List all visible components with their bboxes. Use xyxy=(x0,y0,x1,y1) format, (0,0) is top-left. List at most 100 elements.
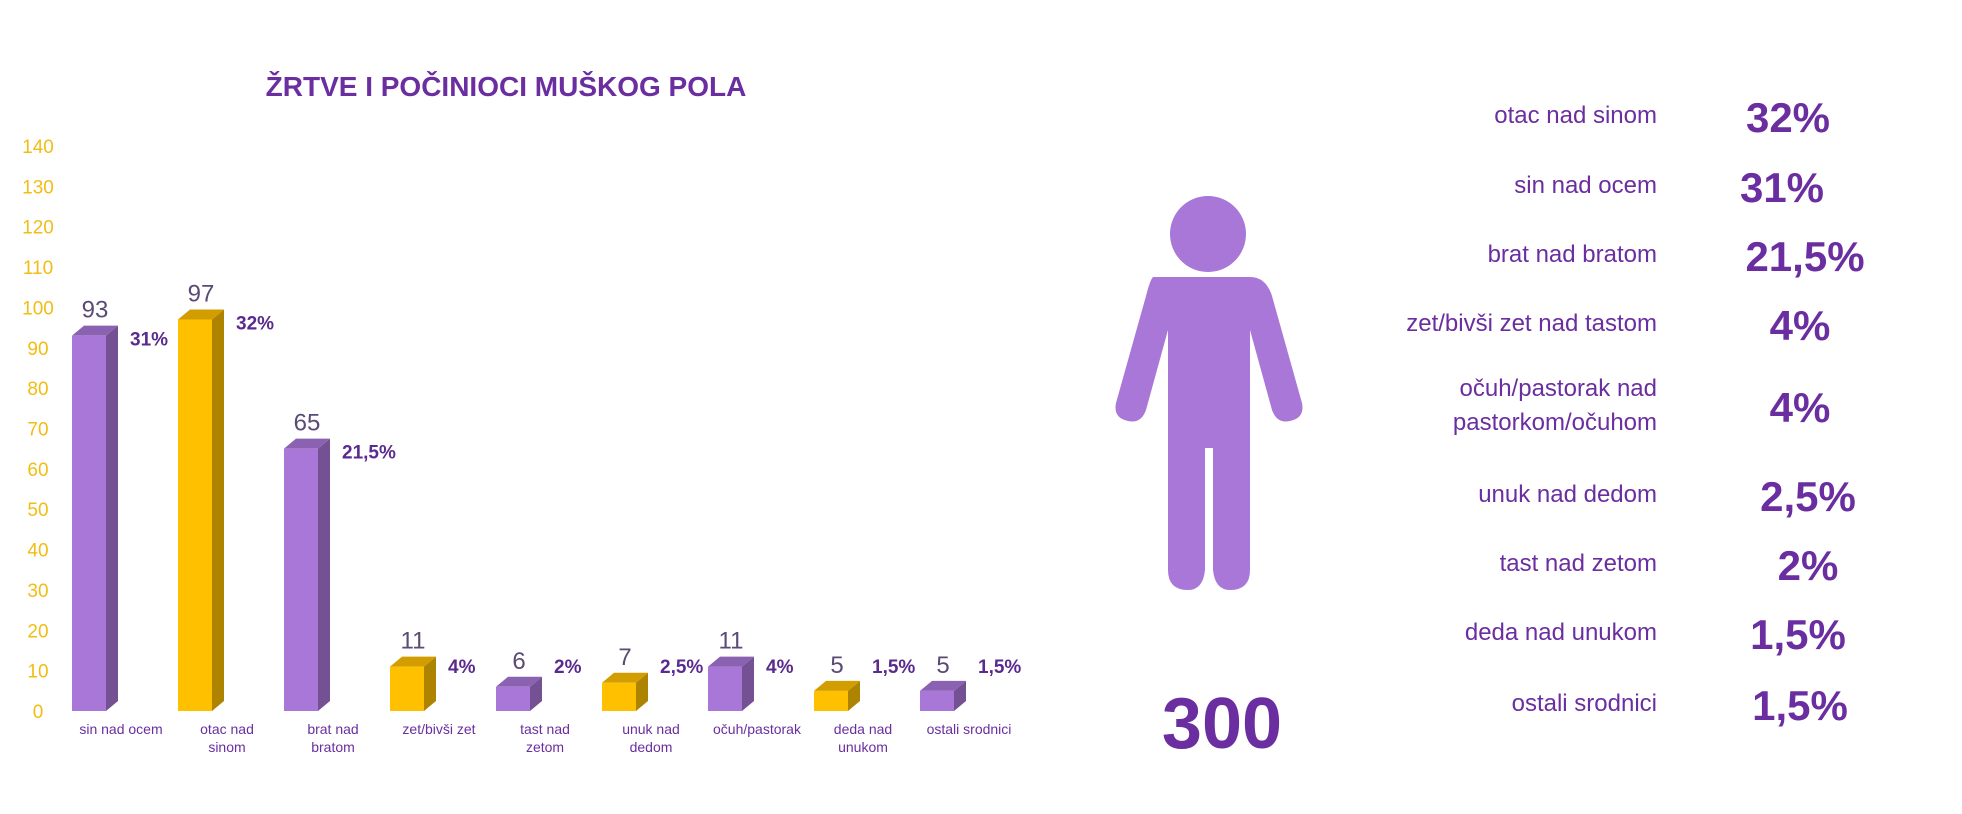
bar-top xyxy=(496,676,542,687)
y-axis: 0 10 20 30 40 50 60 70 80 90 100 110 120 130 140 xyxy=(22,137,54,723)
bar-group: 11 4% xyxy=(390,628,476,711)
bar-value-label: 65 xyxy=(294,410,321,437)
y-tick-label: 70 xyxy=(27,420,48,441)
breakdown-label: sin nad ocem xyxy=(1514,172,1657,199)
bar-value-label: 93 xyxy=(82,297,109,324)
y-tick-label: 40 xyxy=(27,541,48,562)
chart-title: ŽRTVE I POČINIOCI MUŠKOG POLA xyxy=(266,70,747,102)
x-tick-label: brat nad bratom xyxy=(307,721,358,755)
breakdown-row: očuh/pastorak nad pastorkom/očuhom 4% xyxy=(1453,375,1830,436)
breakdown-value: 1,5% xyxy=(1750,611,1846,658)
bar-side xyxy=(636,672,648,711)
bar-group: 6 2% xyxy=(496,648,582,711)
bar xyxy=(814,690,848,711)
bar-top xyxy=(284,438,330,449)
total-count: 300 xyxy=(1162,684,1282,764)
bar-side xyxy=(954,680,966,711)
bar-group: 97 32% xyxy=(178,281,274,711)
y-tick-label: 130 xyxy=(22,177,54,198)
bar-group: 5 1,5% xyxy=(920,652,1021,711)
breakdown-label: tast nad zetom xyxy=(1500,550,1657,577)
bar xyxy=(284,448,318,711)
bar-percent-label: 2,5% xyxy=(660,657,703,678)
bar-value-label: 97 xyxy=(188,281,215,308)
bar xyxy=(708,666,742,711)
bar-percent-label: 31% xyxy=(130,330,168,351)
breakdown-row: unuk nad dedom 2,5% xyxy=(1478,473,1856,520)
y-tick-label: 100 xyxy=(22,298,54,319)
y-tick-label: 120 xyxy=(22,218,54,239)
bar xyxy=(602,682,636,711)
bar-group: 65 21,5% xyxy=(284,410,396,711)
breakdown-label: deda nad unukom xyxy=(1465,619,1657,646)
bar-group: 7 2,5% xyxy=(602,644,703,711)
bar-value-label: 11 xyxy=(401,628,426,655)
bar-percent-label: 1,5% xyxy=(978,657,1021,678)
bar-value-label: 5 xyxy=(830,652,843,679)
x-tick-label: tast nad zetom xyxy=(520,721,570,755)
x-tick-label: otac nad sinom xyxy=(200,721,254,755)
y-tick-label: 10 xyxy=(27,662,48,683)
breakdown-row: tast nad zetom 2% xyxy=(1500,542,1839,589)
breakdown-row: sin nad ocem 31% xyxy=(1514,164,1824,211)
breakdown-row: brat nad bratom 21,5% xyxy=(1488,233,1865,280)
breakdown-value: 32% xyxy=(1746,94,1830,141)
bar-top xyxy=(814,680,860,691)
breakdown-row: deda nad unukom 1,5% xyxy=(1465,611,1846,658)
bar-percent-label: 2% xyxy=(554,657,582,678)
breakdown-label: zet/bivši zet nad tastom xyxy=(1406,310,1657,337)
bar-top xyxy=(920,680,966,691)
breakdown-label: otac nad sinom xyxy=(1494,102,1657,129)
bar-value-label: 11 xyxy=(719,628,744,655)
bar-side xyxy=(106,325,118,711)
y-tick-label: 110 xyxy=(23,258,53,279)
bar xyxy=(390,666,424,711)
y-tick-label: 20 xyxy=(27,621,48,642)
bar-percent-label: 21,5% xyxy=(342,443,396,464)
bar-side xyxy=(530,676,542,711)
x-tick-label: deda nad unukom xyxy=(834,721,892,755)
breakdown-row: ostali srodnici 1,5% xyxy=(1512,682,1848,729)
bar-percent-label: 1,5% xyxy=(872,657,915,678)
bar-top xyxy=(708,656,754,667)
breakdown-value: 4% xyxy=(1770,384,1831,431)
bar-value-label: 6 xyxy=(512,648,525,675)
bar-top xyxy=(178,309,224,320)
x-tick-label: zet/bivši zet xyxy=(402,721,475,737)
bar-value-label: 5 xyxy=(936,652,949,679)
breakdown-label: brat nad bratom xyxy=(1488,241,1657,268)
y-tick-label: 140 xyxy=(22,137,54,158)
x-tick-label: unuk nad dedom xyxy=(622,721,680,755)
bar-top xyxy=(390,656,436,667)
x-tick-label: očuh/pastorak xyxy=(713,721,802,737)
bar-group: 11 4% xyxy=(708,628,794,711)
bar-side xyxy=(742,656,754,711)
y-tick-label: 90 xyxy=(27,339,48,360)
breakdown-label: unuk nad dedom xyxy=(1478,481,1657,508)
bar-side xyxy=(212,309,224,711)
breakdown-value: 1,5% xyxy=(1752,682,1848,729)
bar-side xyxy=(848,680,860,711)
y-tick-label: 80 xyxy=(27,379,48,400)
bar-group: 93 31% xyxy=(72,297,168,711)
bar-side xyxy=(424,656,436,711)
y-tick-label: 0 xyxy=(33,702,44,723)
bar-percent-label: 32% xyxy=(236,314,274,335)
breakdown-row: otac nad sinom 32% xyxy=(1494,94,1830,141)
x-tick-label: sin nad ocem xyxy=(79,721,162,737)
y-tick-label: 60 xyxy=(27,460,48,481)
bar-percent-label: 4% xyxy=(766,657,794,678)
bar-top xyxy=(72,325,118,336)
breakdown-list: otac nad sinom 32% sin nad ocem 31% brat nad… xyxy=(1406,94,1864,729)
breakdown-row: zet/bivši zet nad tastom 4% xyxy=(1406,302,1830,349)
breakdown-value: 2% xyxy=(1778,542,1839,589)
bar xyxy=(178,319,212,711)
bar xyxy=(920,690,954,711)
bar-value-label: 7 xyxy=(618,644,631,671)
bar-side xyxy=(318,438,330,711)
bar xyxy=(496,686,530,711)
breakdown-value: 4% xyxy=(1770,302,1831,349)
y-tick-label: 30 xyxy=(27,581,48,602)
